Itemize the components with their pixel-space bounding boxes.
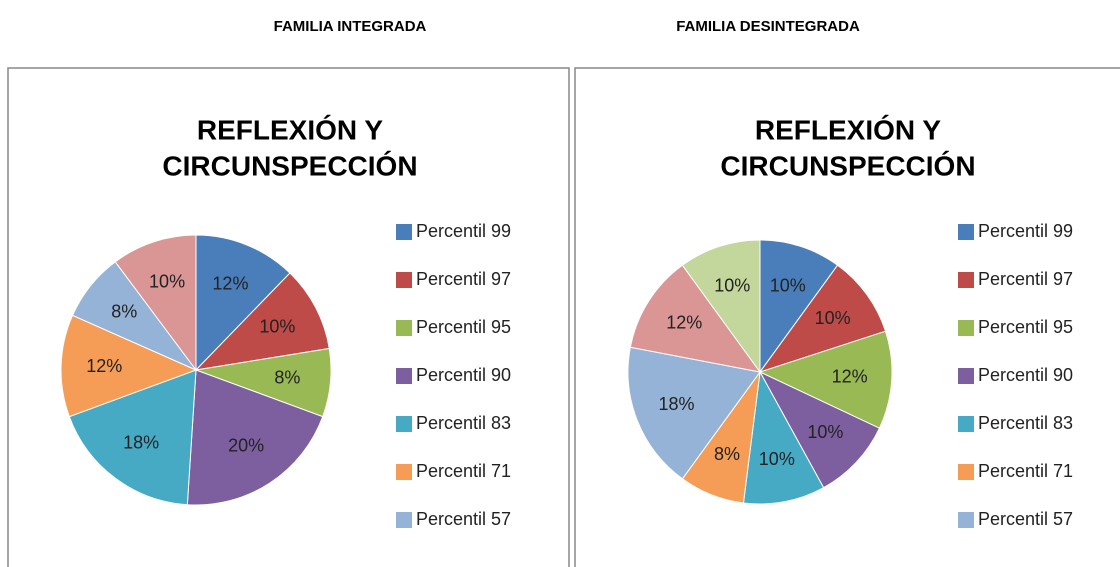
legend-swatch (396, 320, 412, 336)
pie-slice (68, 369, 197, 506)
data-label: 12% (666, 313, 702, 333)
legend-swatch (958, 224, 974, 240)
data-label: 10% (759, 449, 795, 469)
legend-label: Percentil 90 (978, 365, 1073, 385)
pie-slice (742, 370, 825, 505)
pie-slice (186, 369, 324, 506)
data-label: 10% (815, 308, 851, 328)
legend-swatch (958, 416, 974, 432)
data-label: 12% (832, 366, 868, 386)
legend-swatch (396, 272, 412, 288)
data-label: 10% (149, 272, 185, 292)
legend-label: Percentil 95 (978, 317, 1073, 337)
pie-slice (60, 314, 198, 418)
pie-slice (759, 239, 839, 374)
legend-swatch (958, 272, 974, 288)
chart-title: CIRCUNSPECCIÓN (162, 150, 417, 181)
data-label: 8% (111, 302, 137, 322)
data-label: 8% (274, 368, 300, 388)
pie-slice (758, 330, 893, 429)
chart-title: REFLEXIÓN Y (197, 114, 384, 145)
data-label: 12% (212, 274, 248, 294)
chart-title: CIRCUNSPECCIÓN (720, 150, 975, 181)
legend-swatch (396, 368, 412, 384)
data-label: 12% (86, 356, 122, 376)
data-label: 10% (714, 275, 750, 295)
pie-slice (195, 234, 291, 372)
pie-slice (758, 264, 887, 373)
legend-swatch (396, 512, 412, 528)
legend-label: Percentil 97 (416, 269, 511, 289)
data-label: 10% (770, 275, 806, 295)
legend-label: Percentil 83 (978, 413, 1073, 433)
data-label: 18% (123, 432, 159, 452)
data-label: 10% (259, 316, 295, 336)
data-label: 8% (714, 444, 740, 464)
pie-slice (194, 272, 330, 371)
legend-swatch (396, 416, 412, 432)
chart-title: REFLEXIÓN Y (755, 114, 942, 145)
pie-slice (627, 346, 761, 480)
pie-slice (114, 234, 197, 372)
legend-label: Percentil 83 (416, 413, 511, 433)
legend-label: Percentil 71 (416, 461, 511, 481)
pie-slice (681, 239, 761, 374)
pie-slice (758, 370, 881, 489)
legend-label: Percentil 71 (978, 461, 1073, 481)
legend-label: Percentil 57 (416, 509, 511, 529)
data-label: 20% (228, 436, 264, 456)
header: FAMILIA DESINTEGRADA (676, 18, 860, 35)
legend-swatch (396, 224, 412, 240)
legend-label: Percentil 95 (416, 317, 511, 337)
pie-slice (629, 264, 762, 373)
data-label: 18% (659, 394, 695, 414)
header: FAMILIA INTEGRADA (274, 18, 427, 35)
legend-label: Percentil 57 (978, 509, 1073, 529)
legend-label: Percentil 99 (416, 221, 511, 241)
legend-label: Percentil 99 (978, 221, 1073, 241)
legend-swatch (958, 320, 974, 336)
legend-label: Percentil 90 (416, 365, 511, 385)
data-label: 10% (807, 422, 843, 442)
legend-swatch (396, 464, 412, 480)
legend-swatch (958, 512, 974, 528)
legend-swatch (958, 368, 974, 384)
legend-swatch (958, 464, 974, 480)
legend-label: Percentil 97 (978, 269, 1073, 289)
